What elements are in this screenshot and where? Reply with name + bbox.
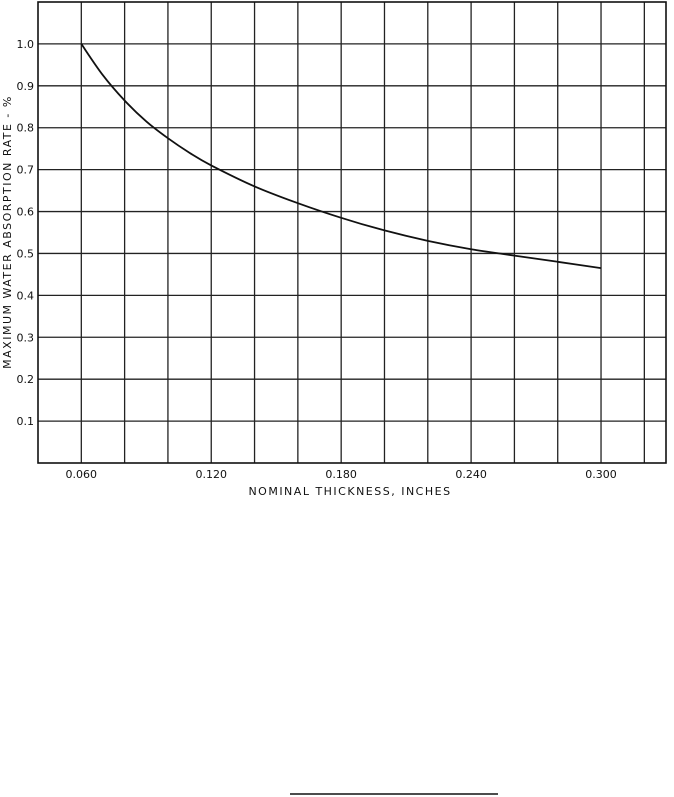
y-tick-label: 0.9	[17, 80, 35, 93]
y-tick-label: 0.8	[17, 122, 35, 135]
series-line	[80, 43, 602, 269]
x-tick-label: 0.300	[585, 468, 617, 481]
y-tick-label: 0.3	[17, 331, 35, 344]
plot-frame	[37, 1, 667, 464]
x-tick-label: 0.180	[325, 468, 357, 481]
grid	[38, 2, 666, 463]
y-tick-label: 1.0	[17, 38, 35, 51]
y-tick-label: 0.5	[17, 247, 35, 260]
x-axis-ticks: 0.060 0.120 0.180 0.240 0.300	[66, 468, 617, 481]
y-axis-label: MAXIMUM WATER ABSORPTION RATE - %	[1, 95, 14, 369]
x-tick-label: 0.060	[66, 468, 98, 481]
y-tick-label: 0.7	[17, 164, 35, 177]
y-tick-label: 0.1	[17, 415, 35, 428]
y-tick-label: 0.2	[17, 373, 35, 386]
y-tick-label: 0.4	[17, 289, 35, 302]
y-axis-ticks: 0.1 0.2 0.3 0.4 0.5 0.6 0.7 0.8 0.9 1.0	[17, 38, 35, 428]
y-tick-label: 0.6	[17, 206, 35, 219]
x-tick-label: 0.120	[195, 468, 227, 481]
x-tick-label: 0.240	[455, 468, 487, 481]
x-axis-label: NOMINAL THICKNESS, INCHES	[248, 485, 451, 498]
